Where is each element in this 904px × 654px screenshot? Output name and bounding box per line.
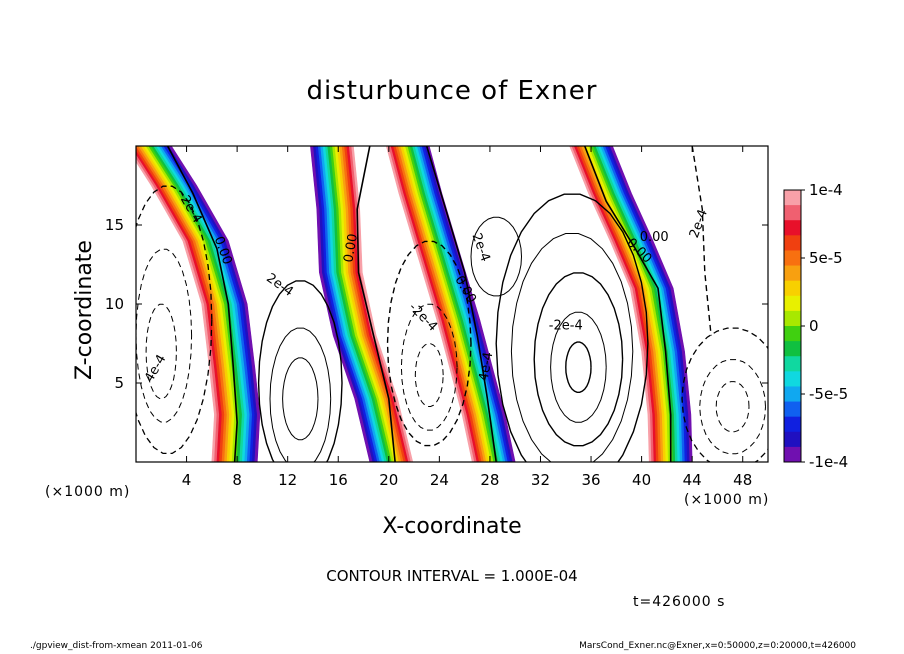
x-tick-label: 36 (581, 471, 600, 489)
positive-contour (425, 146, 497, 462)
colorbar-swatch (784, 190, 801, 206)
negative-contour (145, 303, 177, 399)
contour-label: 0.00 (640, 230, 669, 245)
positive-contour (533, 272, 624, 447)
x-axis-unit-right: (×1000 m) (684, 492, 770, 508)
contour-label: 4e-4 (477, 351, 497, 382)
positive-contour (583, 146, 672, 462)
colorbar-swatch (784, 431, 801, 448)
colorbar-swatch (784, 356, 801, 372)
y-tick-label: 10 (105, 295, 124, 313)
colorbar-tick-label: 5e-5 (809, 249, 843, 267)
colorbar-swatch (784, 386, 801, 403)
x-tick-label: 12 (278, 471, 297, 489)
positive-contour (510, 233, 634, 462)
x-tick-label: 16 (329, 471, 348, 489)
colorbar-tick-label: 0 (809, 317, 819, 335)
chart-title: disturbunce of Exner (306, 76, 598, 106)
footer-left: ./gpview_dist-from-xmean 2011-01-06 (30, 641, 203, 651)
colorbar-swatch (784, 295, 801, 312)
colorbar: 1e-4 5e-5 0 -5e-5 -1e-4 (783, 181, 848, 471)
positive-contour (257, 280, 343, 462)
contour-label: -2e-4 (549, 318, 583, 333)
time-label: t=426000 s (633, 594, 726, 610)
color-band (310, 146, 373, 462)
contour-label: 2e-4 (687, 208, 711, 241)
colorbar-tick-label: -5e-5 (809, 385, 848, 403)
positive-contour (565, 341, 592, 393)
colorbar-swatch (784, 371, 801, 387)
colorbar-swatch (784, 220, 801, 236)
negative-contour (386, 240, 472, 447)
x-tick-label: 20 (379, 471, 398, 489)
x-tick-label: 48 (733, 471, 752, 489)
colorbar-swatch (784, 326, 801, 342)
colorbar-swatch (784, 401, 801, 418)
positive-contour (495, 193, 649, 462)
colorbar-tick-label: -1e-4 (809, 453, 848, 471)
y-tick-label: 5 (114, 374, 124, 392)
contour-label: 2e-4 (263, 271, 296, 300)
y-tick-label: 15 (105, 216, 124, 234)
negative-contour (699, 359, 766, 455)
positive-contour (166, 146, 238, 462)
x-axis-ticks: 4 8 12 16 20 24 28 32 36 40 44 48 (182, 146, 752, 489)
x-tick-label: 40 (632, 471, 651, 489)
colorbar-swatch (784, 265, 801, 282)
negative-contour (136, 185, 213, 455)
positive-contour (269, 327, 332, 462)
colorbar-swatch (784, 341, 801, 357)
negative-contour (136, 248, 193, 423)
colorbar-swatch (784, 446, 801, 463)
x-tick-label: 8 (232, 471, 242, 489)
x-tick-label: 4 (182, 471, 192, 489)
colorbar-swatch (784, 235, 801, 251)
x-tick-label: 44 (683, 471, 702, 489)
contour-lines (136, 146, 768, 462)
negative-contour (715, 381, 750, 433)
x-axis-label: X-coordinate (382, 514, 522, 539)
negative-contour (691, 146, 712, 336)
color-band (609, 146, 693, 462)
colorbar-tick-label: 1e-4 (809, 181, 843, 199)
y-axis-ticks: 5 10 15 (105, 216, 768, 392)
positive-contour (550, 311, 607, 423)
colorbar-swatch (784, 310, 801, 327)
contour-interval-label: CONTOUR INTERVAL = 1.000E-04 (326, 567, 578, 585)
positive-contour (470, 216, 522, 297)
colorbar-swatch (784, 250, 801, 267)
positive-contour (282, 357, 319, 441)
negative-contour (414, 343, 444, 407)
positive-contour (356, 146, 396, 462)
colorbar-swatch (784, 416, 801, 433)
colorbar-swatch (784, 280, 801, 297)
contour-label: 0.00 (341, 233, 361, 264)
negative-contour (681, 327, 768, 462)
colorbar-swatch (784, 205, 801, 221)
x-tick-label: 24 (430, 471, 449, 489)
x-tick-label: 32 (531, 471, 550, 489)
x-axis-unit-left: (×1000 m) (45, 484, 131, 500)
color-band (168, 146, 261, 462)
footer-right: MarsCond_Exner.nc@Exner,x=0:50000,z=0:20… (579, 641, 856, 651)
x-tick-label: 28 (480, 471, 499, 489)
